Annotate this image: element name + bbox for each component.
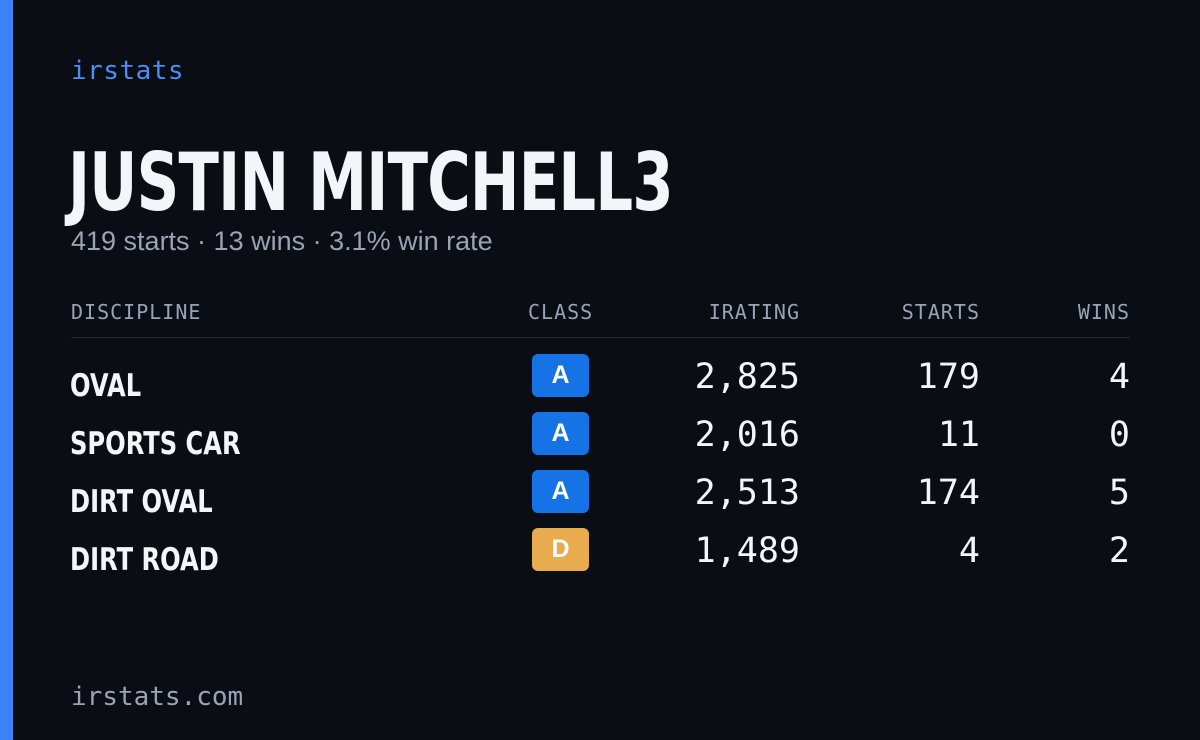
irating-value: 2,825: [694, 357, 800, 397]
table-row: SPORTS CAR A 2,016 11 0: [0, 412, 1200, 470]
accent-bar: [0, 0, 13, 740]
wins-value: 4: [1108, 357, 1130, 397]
wins-value: 2: [1108, 531, 1130, 571]
starts-value: 4: [958, 531, 980, 571]
player-summary: 419 starts · 13 wins · 3.1% win rate: [71, 226, 493, 256]
table-row: DIRT ROAD D 1,489 4 2: [0, 528, 1200, 586]
table-row: DIRT OVAL A 2,513 174 5: [0, 470, 1200, 528]
class-badge: A: [532, 354, 589, 397]
discipline-name: DIRT ROAD: [70, 542, 219, 578]
discipline-name: OVAL: [70, 368, 142, 404]
wins-value: 5: [1108, 473, 1130, 513]
class-badge: A: [532, 470, 589, 513]
column-header-wins: WINS: [1077, 300, 1130, 324]
column-header-starts: STARTS: [901, 300, 980, 324]
irating-value: 2,513: [694, 473, 800, 513]
column-header-class: CLASS: [528, 300, 594, 324]
starts-value: 179: [916, 357, 980, 397]
discipline-name: DIRT OVAL: [70, 484, 213, 520]
irating-value: 2,016: [694, 415, 800, 455]
brand-logo: irstats: [71, 56, 185, 86]
class-badge: D: [532, 528, 589, 571]
class-badge: A: [532, 412, 589, 455]
player-name: JUSTIN MITCHELL3: [68, 136, 674, 229]
discipline-name: SPORTS CAR: [70, 426, 241, 462]
wins-value: 0: [1108, 415, 1130, 455]
column-header-irating: IRATING: [708, 300, 800, 324]
column-header-discipline: DISCIPLINE: [71, 300, 202, 324]
footer-url: irstats.com: [71, 682, 244, 712]
table-row: OVAL A 2,825 179 4: [0, 354, 1200, 412]
irating-value: 1,489: [694, 531, 800, 571]
starts-value: 174: [916, 473, 980, 513]
header-divider: [71, 337, 1130, 338]
starts-value: 11: [937, 415, 980, 455]
